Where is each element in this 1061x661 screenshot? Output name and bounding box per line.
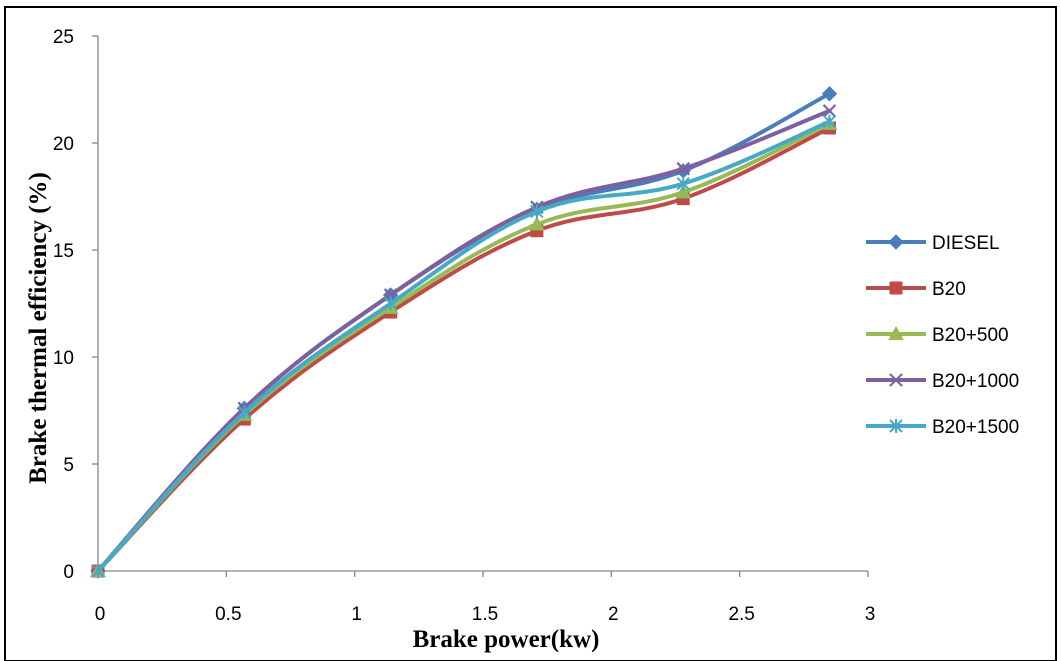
legend-marker [888,234,904,250]
axes: 0 5 10 15 20 25 0 0.5 1 1.5 2 2.5 3 [53,27,875,625]
legend-item: B20 [866,279,966,300]
series-b20-1500 [91,114,837,578]
legend-marker [889,281,903,295]
series-line [96,108,832,573]
x-tick-label: 0 [95,604,106,625]
y-tick-label: 15 [53,241,74,262]
legend-marker [889,373,903,387]
legend-label: DIESEL [932,233,1000,254]
data-point [676,176,690,191]
legend-item: DIESEL [866,233,1000,254]
x-axis-title: Brake power(kw) [413,626,600,653]
data-point [821,86,838,102]
legend-item: B20+1500 [866,417,1019,438]
x-tick-label: 2.5 [728,604,754,625]
legend-label: B20+1500 [932,417,1019,438]
legend-label: B20+1000 [932,371,1019,392]
series-layer [90,86,838,579]
x-tick-label: 3 [865,604,876,625]
legend: DIESEL B20 B20+500 B20+1000 B20+1500 [866,233,1019,438]
x-tick-label: 2 [608,604,619,625]
data-point [237,405,252,420]
data-point [822,114,837,129]
legend-label: B20+500 [932,325,1009,346]
x-tick-label: 0.5 [215,604,241,625]
data-point [530,204,544,219]
y-axis-title: Brake thermal efficiency (%) [25,172,52,484]
series-line [96,126,832,573]
y-tick-label: 10 [53,348,74,369]
legend-marker [889,419,903,433]
y-tick-label: 5 [63,455,74,476]
y-tick-label: 25 [53,27,74,48]
legend-item: B20+500 [866,325,1009,346]
y-tick-label: 20 [53,134,74,155]
legend-label: B20 [932,279,966,300]
series-line [96,119,832,573]
data-point [676,161,690,176]
data-point [91,564,105,578]
data-point [675,184,692,199]
legend-marker [888,325,904,341]
legend-item: B20+1000 [866,371,1019,392]
data-point [822,104,837,118]
y-tick-label: 0 [63,562,74,583]
data-point [383,296,398,311]
x-tick-label: 1 [351,604,362,625]
x-tick-label: 1.5 [472,604,498,625]
data-point [529,216,545,231]
